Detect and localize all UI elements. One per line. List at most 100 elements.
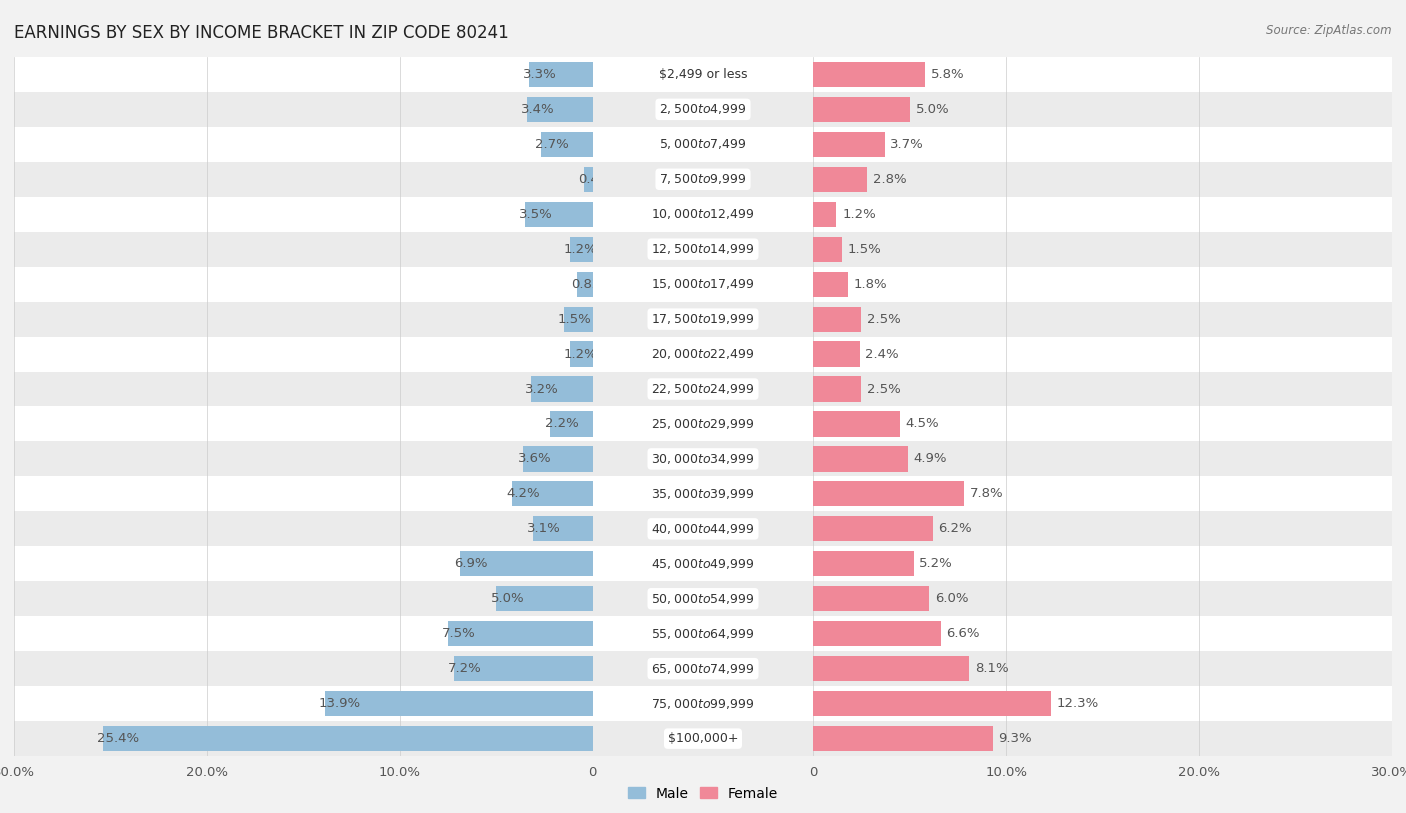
Bar — [0, 92, 1406, 127]
Bar — [0, 581, 1406, 616]
Bar — [0, 651, 1406, 686]
Bar — [496, 586, 593, 611]
Bar — [0, 197, 1406, 232]
Bar — [593, 162, 813, 197]
Bar — [593, 581, 813, 616]
Text: 4.9%: 4.9% — [914, 453, 948, 465]
Bar — [593, 267, 813, 302]
Bar — [813, 481, 963, 506]
Bar — [813, 132, 884, 157]
Text: 7.2%: 7.2% — [449, 663, 482, 675]
Bar — [593, 302, 813, 337]
Text: EARNINGS BY SEX BY INCOME BRACKET IN ZIP CODE 80241: EARNINGS BY SEX BY INCOME BRACKET IN ZIP… — [14, 24, 509, 42]
Bar — [813, 446, 908, 472]
Bar — [593, 127, 813, 162]
Text: 4.2%: 4.2% — [506, 488, 540, 500]
Text: $12,500 to $14,999: $12,500 to $14,999 — [651, 242, 755, 256]
Bar — [593, 232, 813, 267]
Bar — [0, 686, 1406, 721]
Bar — [0, 267, 1406, 302]
Bar — [0, 511, 1406, 546]
Text: 1.2%: 1.2% — [842, 208, 876, 220]
Bar — [541, 132, 593, 157]
Bar — [593, 337, 813, 372]
Bar — [593, 511, 813, 546]
Text: 1.5%: 1.5% — [558, 313, 592, 325]
Bar — [0, 686, 1406, 721]
Bar — [460, 551, 593, 576]
Text: 5.8%: 5.8% — [931, 68, 965, 80]
Text: 3.1%: 3.1% — [527, 523, 561, 535]
Bar — [0, 57, 1406, 92]
Text: $7,500 to $9,999: $7,500 to $9,999 — [659, 172, 747, 186]
Bar — [0, 127, 1406, 162]
Bar — [512, 481, 593, 506]
Bar — [583, 167, 593, 192]
Text: $20,000 to $22,499: $20,000 to $22,499 — [651, 347, 755, 361]
Bar — [813, 691, 1050, 716]
Text: 13.9%: 13.9% — [319, 698, 361, 710]
Bar — [0, 267, 1406, 302]
Text: 3.7%: 3.7% — [890, 138, 924, 150]
Bar — [0, 686, 1406, 721]
Bar — [0, 511, 1406, 546]
Bar — [813, 656, 970, 681]
Text: $100,000+: $100,000+ — [668, 733, 738, 745]
Bar — [523, 446, 593, 472]
Bar — [0, 197, 1406, 232]
Text: 7.8%: 7.8% — [970, 488, 1002, 500]
Bar — [0, 616, 1406, 651]
Bar — [454, 656, 593, 681]
Bar — [0, 406, 1406, 441]
Bar — [531, 376, 593, 402]
Bar — [0, 721, 1406, 756]
Bar — [813, 272, 848, 297]
Bar — [564, 307, 593, 332]
Bar — [0, 302, 1406, 337]
Bar — [0, 581, 1406, 616]
Text: 25.4%: 25.4% — [97, 733, 139, 745]
Bar — [0, 441, 1406, 476]
Text: 8.1%: 8.1% — [976, 663, 1010, 675]
Bar — [813, 621, 941, 646]
Bar — [0, 721, 1406, 756]
Text: $5,000 to $7,499: $5,000 to $7,499 — [659, 137, 747, 151]
Bar — [529, 62, 593, 87]
Bar — [569, 341, 593, 367]
Text: 4.5%: 4.5% — [905, 418, 939, 430]
Bar — [593, 372, 813, 406]
Text: 2.4%: 2.4% — [865, 348, 898, 360]
Bar — [0, 162, 1406, 197]
Text: 7.5%: 7.5% — [443, 628, 477, 640]
Text: $75,000 to $99,999: $75,000 to $99,999 — [651, 697, 755, 711]
Text: 2.5%: 2.5% — [868, 383, 901, 395]
Text: 1.2%: 1.2% — [564, 348, 598, 360]
Text: 1.8%: 1.8% — [853, 278, 887, 290]
Bar — [0, 267, 1406, 302]
Bar — [813, 376, 862, 402]
Bar — [0, 406, 1406, 441]
Bar — [593, 616, 813, 651]
Bar — [593, 476, 813, 511]
Bar — [103, 726, 593, 751]
Text: 5.0%: 5.0% — [915, 103, 949, 115]
Bar — [0, 651, 1406, 686]
Bar — [0, 406, 1406, 441]
Text: 3.6%: 3.6% — [517, 453, 551, 465]
Bar — [593, 57, 813, 92]
Text: 2.8%: 2.8% — [873, 173, 907, 185]
Bar — [0, 92, 1406, 127]
Bar — [0, 721, 1406, 756]
Text: $15,000 to $17,499: $15,000 to $17,499 — [651, 277, 755, 291]
Bar — [0, 372, 1406, 406]
Text: Source: ZipAtlas.com: Source: ZipAtlas.com — [1267, 24, 1392, 37]
Bar — [593, 686, 813, 721]
Bar — [0, 616, 1406, 651]
Bar — [0, 232, 1406, 267]
Text: $55,000 to $64,999: $55,000 to $64,999 — [651, 627, 755, 641]
Bar — [0, 616, 1406, 651]
Bar — [527, 97, 593, 122]
Bar — [593, 546, 813, 581]
Text: $50,000 to $54,999: $50,000 to $54,999 — [651, 592, 755, 606]
Bar — [0, 441, 1406, 476]
